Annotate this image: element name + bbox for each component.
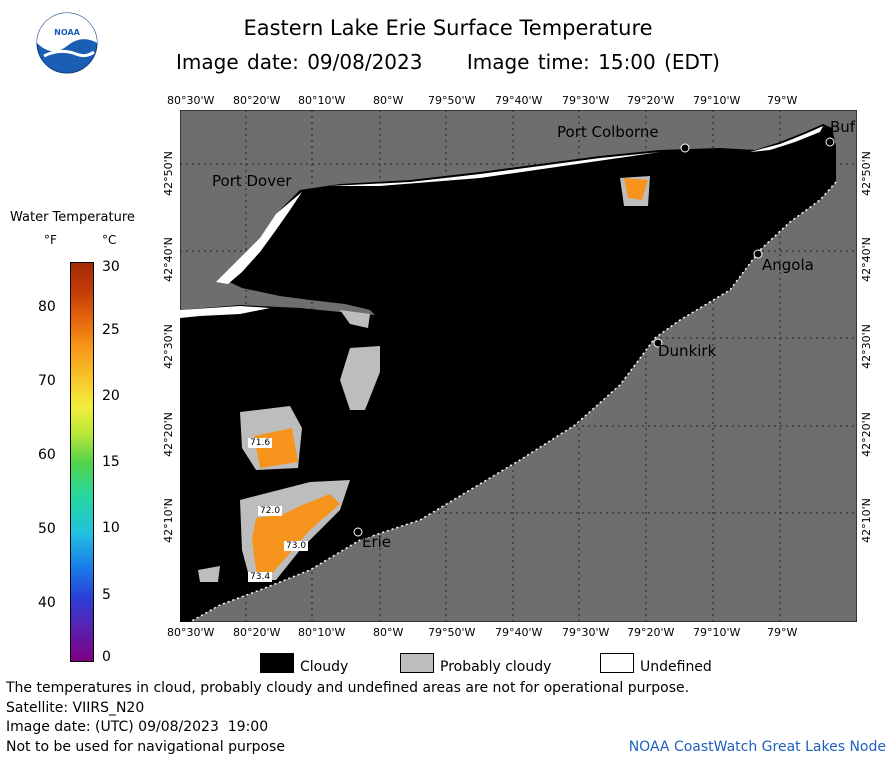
c-tick: 30 <box>102 259 120 275</box>
lon-tick: 79°20'W <box>627 626 675 639</box>
probably-cloudy-area <box>340 310 370 328</box>
lon-tick: 79°30'W <box>562 626 610 639</box>
c-tick: 10 <box>102 520 120 536</box>
map-title: Eastern Lake Erie Surface Temperature <box>243 16 653 40</box>
place-buffalo: Buf <box>830 118 856 136</box>
lon-tick: 79°W <box>767 626 798 639</box>
lat-tick: 42°50'N <box>859 151 873 196</box>
unit-c: °C <box>102 233 117 247</box>
lat-tick: 42°40'N <box>859 237 873 282</box>
noaa-logo-text: NOAA <box>54 28 80 37</box>
lon-tick: 80°20'W <box>233 94 281 107</box>
lon-tick: 79°50'W <box>428 94 476 107</box>
place-dunkirk: Dunkirk <box>658 342 717 360</box>
undefined-area <box>216 192 302 284</box>
unit-f: °F <box>44 233 57 247</box>
place-port-dover: Port Dover <box>212 172 292 190</box>
f-tick: 50 <box>38 521 56 537</box>
legend-label-cloudy: Cloudy <box>300 659 349 675</box>
lon-tick: 80°W <box>373 626 404 639</box>
temp-label: 71.6 <box>248 438 273 448</box>
lon-tick: 80°30'W <box>167 94 215 107</box>
warm-water-area <box>624 178 648 200</box>
f-tick: 40 <box>38 595 56 611</box>
lat-tick: 42°10'N <box>859 498 873 543</box>
date-line: Image date: 09/08/2023 Image time: 15:00… <box>0 50 896 74</box>
probably-cloudy-area <box>340 346 380 410</box>
lon-tick: 79°10'W <box>693 626 741 639</box>
lon-tick: 80°W <box>373 94 404 107</box>
f-tick: 60 <box>38 447 56 463</box>
us-shoreline <box>189 181 837 622</box>
lon-tick: 80°20'W <box>233 626 281 639</box>
temp-label: 73.4 <box>248 572 273 582</box>
image-date: Image date: 09/08/2023 <box>176 50 423 74</box>
lat-tick: 42°20'N <box>859 412 873 457</box>
c-tick: 20 <box>102 388 120 404</box>
undefined-area <box>330 152 660 186</box>
temperature-colorbar <box>70 262 94 662</box>
f-tick: 70 <box>38 373 56 389</box>
footer-disclaimer: The temperatures in cloud, probably clou… <box>6 680 690 696</box>
temp-label: 72.0 <box>258 506 283 516</box>
lat-tick: 42°30'N <box>859 324 873 369</box>
lat-tick: 42°50'N <box>161 151 175 196</box>
lat-tick: 42°10'N <box>161 498 175 543</box>
legend-label-probably-cloudy: Probably cloudy <box>440 659 552 675</box>
image-time: Image time: 15:00 (EDT) <box>466 50 720 74</box>
dunkirk-marker <box>653 338 663 348</box>
c-tick: 5 <box>102 587 111 603</box>
lon-tick: 79°50'W <box>428 626 476 639</box>
footer-credit: NOAA CoastWatch Great Lakes Node <box>628 739 886 755</box>
lat-tick: 42°30'N <box>161 324 175 369</box>
lon-tick: 80°10'W <box>298 626 346 639</box>
lon-tick: 79°30'W <box>562 94 610 107</box>
angola-marker <box>753 249 763 259</box>
footer-utc-date: Image date: (UTC) 09/08/2023 19:00 <box>6 719 269 735</box>
place-erie: Erie <box>362 533 392 551</box>
undefined-area <box>180 306 270 318</box>
legend-label-undefined: Undefined <box>640 659 712 675</box>
legend-swatch-undefined <box>600 653 634 673</box>
lon-tick: 79°40'W <box>495 626 543 639</box>
lat-tick: 42°20'N <box>161 412 175 457</box>
lon-tick: 79°40'W <box>495 94 543 107</box>
legend-swatch-cloudy <box>260 653 294 673</box>
lat-tick: 42°40'N <box>161 237 175 282</box>
erie-marker <box>353 527 363 537</box>
noaa-logo: NOAA <box>36 12 98 74</box>
lon-tick: 79°20'W <box>627 94 675 107</box>
lon-tick: 79°10'W <box>693 94 741 107</box>
lon-tick: 80°30'W <box>167 626 215 639</box>
port-colborne-marker <box>680 143 690 153</box>
scale-title: Water Temperature <box>10 210 135 225</box>
place-port-colborne: Port Colborne <box>557 123 659 141</box>
place-angola: Angola <box>762 256 814 274</box>
legend-swatch-probably-cloudy <box>400 653 434 673</box>
c-tick: 0 <box>102 649 111 665</box>
probably-cloudy-area <box>198 566 220 582</box>
c-tick: 25 <box>102 322 120 338</box>
footer-nav-warning: Not to be used for navigational purpose <box>6 739 285 755</box>
buffalo-marker <box>825 137 835 147</box>
lon-tick: 80°10'W <box>298 94 346 107</box>
city-markers <box>353 137 835 537</box>
temp-label: 73.0 <box>284 541 309 551</box>
c-tick: 15 <box>102 454 120 470</box>
lon-tick: 79°W <box>767 94 798 107</box>
f-tick: 80 <box>38 299 56 315</box>
footer-satellite: Satellite: VIIRS_N20 <box>6 700 145 716</box>
lake-erie-map <box>180 110 857 622</box>
